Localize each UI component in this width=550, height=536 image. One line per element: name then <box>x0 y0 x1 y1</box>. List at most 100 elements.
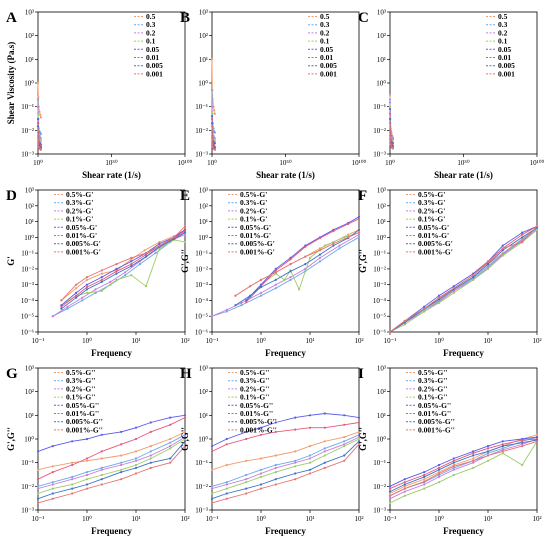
panel-a-ylabel: Shear Viscosity (Pa.s) <box>6 42 16 125</box>
panel-h-data-point <box>308 454 312 457</box>
panel-g-xlabel: Frequency <box>91 526 132 536</box>
panel-h-data-point <box>294 465 297 468</box>
panel-f-data-point <box>501 254 504 257</box>
panel-g-data-point <box>120 463 123 467</box>
panel-g-data-point <box>51 445 54 448</box>
panel-g-series-line <box>37 414 186 452</box>
panel-h-data-point <box>323 447 326 450</box>
panel-b-data-point <box>213 148 216 151</box>
panel-g-data-point <box>183 445 187 448</box>
panel-e-data-point <box>318 237 322 240</box>
panel-e-legend-label: 0.001%-G' <box>240 247 275 256</box>
panel-i-xtick-label: 10² <box>532 515 541 523</box>
panel-i-data-point <box>535 440 539 443</box>
panel-g-ytick-label: 10⁻³ <box>21 507 34 515</box>
panel-d-data-point <box>115 278 118 281</box>
panel-f-data-point <box>535 225 539 228</box>
panel-h-series-line <box>211 413 360 447</box>
panel-i-data-point <box>403 494 406 497</box>
panel-g-frame <box>37 367 186 511</box>
panel-e-ytick-label: 10⁻² <box>195 265 208 273</box>
panel-h-data-point <box>210 468 214 471</box>
panel-h-data-point <box>225 463 228 467</box>
panel-i-data-point <box>472 450 475 453</box>
panel-a-legend-label: 0.5 <box>146 12 156 21</box>
panel-i-data-point <box>388 487 392 490</box>
panel-d-data-point <box>81 299 84 302</box>
panel-i-data-point <box>521 439 524 442</box>
panel-g-xtick-label: 10¹ <box>131 515 140 523</box>
panel-g-letter: G <box>6 366 18 382</box>
panel-d-data-point <box>85 286 89 289</box>
panel-f-data-point <box>437 301 441 304</box>
panel-h-data-point <box>357 437 361 441</box>
panel-e-ytick-label: 10⁻⁴ <box>195 297 209 305</box>
panel-a-data-point <box>37 96 40 99</box>
panel-c-data-point <box>388 122 392 125</box>
panel-i-data-point <box>472 466 475 469</box>
panel-f-series-line <box>389 229 538 333</box>
panel-i-data-point <box>423 473 426 477</box>
panel-h-data-point <box>210 501 214 504</box>
panel-d-data-point <box>130 260 133 263</box>
panel-g-data-point <box>120 430 123 433</box>
panel-b-data-point <box>210 89 214 92</box>
panel-i-data-point <box>486 445 490 448</box>
panel-g-data-point <box>71 492 74 495</box>
panel-a-legend-label: 0.01 <box>146 53 159 62</box>
panel-e-data-point <box>332 230 335 233</box>
panel-i-data-point <box>423 483 426 486</box>
panel-a-xtick-label: 10⁰ <box>33 159 43 167</box>
panel-d-series-line <box>61 229 186 306</box>
panel-g-data-point <box>51 487 54 490</box>
panel-d-ytick-label: 10² <box>25 202 34 210</box>
panel-g-ytick-label: 10⁻¹ <box>21 459 34 467</box>
panel-e-data-point <box>318 249 322 252</box>
panel-d-data-point <box>100 276 103 279</box>
panel-f-legend-label: 0.5%-G' <box>418 190 445 199</box>
panel-a-legend-label: 0.005 <box>146 61 163 70</box>
panel-e-data-point <box>234 294 237 297</box>
panel-h-data-point <box>308 461 312 464</box>
panel-b-legend-label: 0.001 <box>320 69 337 78</box>
panel-i-data-point <box>452 468 455 471</box>
panel-b-data-point <box>213 131 216 134</box>
panel-e-data-point <box>357 215 361 218</box>
panel-i-data-point <box>437 463 441 467</box>
panel-g-ytick-label: 10² <box>25 388 34 396</box>
panel-i-data-point <box>437 481 441 484</box>
panel-e-data-point <box>225 310 228 313</box>
panel-a-data-point <box>36 112 40 115</box>
panel-f-data-point <box>521 236 524 239</box>
panel-b-ytick-label: 10⁻² <box>195 127 208 135</box>
panel-a-letter: A <box>6 10 17 26</box>
panel-g-data-point <box>100 473 103 477</box>
panel-h-data-point <box>294 428 297 431</box>
panel-h-data-point <box>357 436 361 439</box>
panel-e-data-point <box>274 278 277 281</box>
panel-e-data-point <box>332 244 335 247</box>
panel-e-data-point <box>289 278 292 281</box>
panel-i-ytick-label: 10⁻³ <box>373 507 386 515</box>
panel-c-data-point <box>389 136 392 139</box>
panel-g-data-point <box>100 483 103 486</box>
panel-g-xtick-label: 10⁰ <box>82 515 92 523</box>
panel-g-data-point <box>36 497 40 500</box>
panel-d-data-point <box>81 296 84 299</box>
panel-h-data-point <box>343 459 346 462</box>
panel-h-data-point <box>308 445 312 448</box>
panel-b-data-point <box>213 109 216 112</box>
panel-d-legend-label: 0.005%-G' <box>66 239 101 248</box>
panel-e-data-point <box>338 247 341 250</box>
panel-e-data-point <box>347 222 350 226</box>
panel-f-ytick-label: 10² <box>377 202 386 210</box>
panel-g-data-point <box>134 459 138 462</box>
panel-b-legend-label: 0.01 <box>320 53 333 62</box>
panel-h-data-point <box>343 454 346 457</box>
panel-f-letter: F <box>358 188 367 204</box>
panel-g-data-point <box>85 478 89 481</box>
panel-h-data-point <box>259 433 263 436</box>
panel-b-legend-label: 0.2 <box>320 28 330 37</box>
panel-f-data-point <box>437 294 441 297</box>
panel-i-data-point <box>437 475 441 478</box>
